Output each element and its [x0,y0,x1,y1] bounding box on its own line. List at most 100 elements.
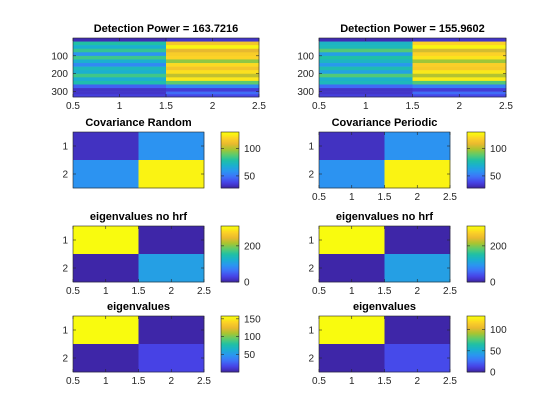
colorbar-step [221,142,239,145]
heatmap-cell [73,80,167,85]
colorbar-step [221,163,239,166]
colorbar-step [221,354,239,357]
subplot-p3: Covariance Random 1 2 50 100 [62,117,261,189]
colorbar-tick-label: 50 [244,171,256,182]
colorbar-step [467,346,485,348]
colorbar-step [221,346,239,348]
heatmap-cell [412,45,507,50]
heatmap-cell [319,316,385,345]
y-tick-label: 1 [308,142,314,153]
colorbar-step [467,354,485,357]
colorbar-step [221,276,239,278]
colorbar-step [221,347,239,350]
heatmap-cell [319,63,413,67]
colorbar-step [467,265,485,268]
colorbar-step [221,268,239,270]
colorbar-step [467,134,485,136]
colorbar-step [221,226,239,228]
colorbar-step [467,235,485,237]
colorbar-step [467,156,485,159]
heatmap-cell [73,344,139,373]
colorbar-step [467,347,485,350]
y-tick-label: 100 [51,51,68,62]
colorbar-step [221,162,239,164]
heatmap-cell [73,88,167,92]
heatmap-cell [73,66,167,71]
colorbar-step [467,228,485,230]
subplot-title: eigenvalues no hrf [90,211,188,223]
colorbar-step [467,359,485,361]
colorbar-step [221,278,239,281]
colorbar-step [467,233,485,235]
colorbar-step [467,231,485,234]
heatmap-cell [319,55,413,60]
colorbar-step [467,170,485,173]
heatmap-cell [384,254,451,283]
x-tick-label: 0.5 [66,101,80,112]
colorbar-tick-label: 0 [490,278,496,289]
heatmap-cell [73,316,139,345]
colorbar-step [467,160,485,162]
heatmap-cell [319,84,413,89]
colorbar-step [221,144,239,147]
subplot-p5: eigenvalues no hrf 0.5 1 1.5 2 2.5 1 2 0 200 [62,211,261,297]
colorbar-step [221,156,239,159]
x-tick-label: 0.5 [66,376,80,387]
colorbar-step [467,273,485,276]
colorbar-step [221,153,239,155]
colorbar-step [467,349,485,352]
colorbar-step [467,186,485,189]
colorbar-step [467,248,485,250]
colorbar-step [467,318,485,320]
colorbar-step [467,338,485,340]
colorbar-step [221,229,239,232]
heatmap-cell [384,344,451,373]
colorbar-step [221,333,239,336]
colorbar-step [221,360,239,362]
colorbar-step [467,254,485,256]
colorbar-step [467,365,485,367]
heatmap-cell [412,88,507,92]
colorbar-tick-label: 0 [490,368,496,379]
x-tick-label: 2.5 [443,192,457,203]
heatmap-cell [166,52,260,57]
colorbar-step [467,147,485,149]
colorbar-step [221,332,239,334]
x-tick-label: 0.5 [312,286,326,297]
colorbar-step [467,369,485,372]
heatmap-cell [166,91,260,95]
heatmap-cell [73,59,167,64]
colorbar-step [221,176,239,178]
colorbar-step [221,338,239,340]
heatmap-cell [166,73,260,78]
heatmap-cell [319,160,385,189]
colorbar-step [467,271,485,274]
colorbar-box [466,225,486,283]
colorbar-step [467,323,485,325]
colorbar-step [221,324,239,326]
colorbar-step [467,277,485,279]
colorbar-step [221,252,239,255]
heatmap-cell [166,88,260,92]
colorbar-step [221,334,239,337]
colorbar-tick-label: 100 [244,332,261,343]
colorbar-step [467,133,485,135]
heatmap-cell [319,226,385,255]
colorbar-step [467,163,485,166]
colorbar-step [221,339,239,341]
colorbar-step [467,352,485,354]
x-tick-label: 2.5 [252,101,266,112]
colorbar-step [221,370,239,373]
colorbar-step [467,178,485,181]
heatmap-cell [412,66,507,71]
colorbar-step [467,341,485,344]
colorbar-step [221,228,239,230]
colorbar-step [221,326,239,329]
x-tick-label: 2 [414,286,420,297]
colorbar-tick-label: 100 [244,144,261,155]
colorbar-step [467,162,485,164]
colorbar-step [221,172,239,175]
colorbar-step [467,139,485,141]
colorbar-step [467,176,485,178]
subplot-p2: Detection Power = 155.9602 0.5 1 1.5 2 2.5 100… [297,23,513,112]
